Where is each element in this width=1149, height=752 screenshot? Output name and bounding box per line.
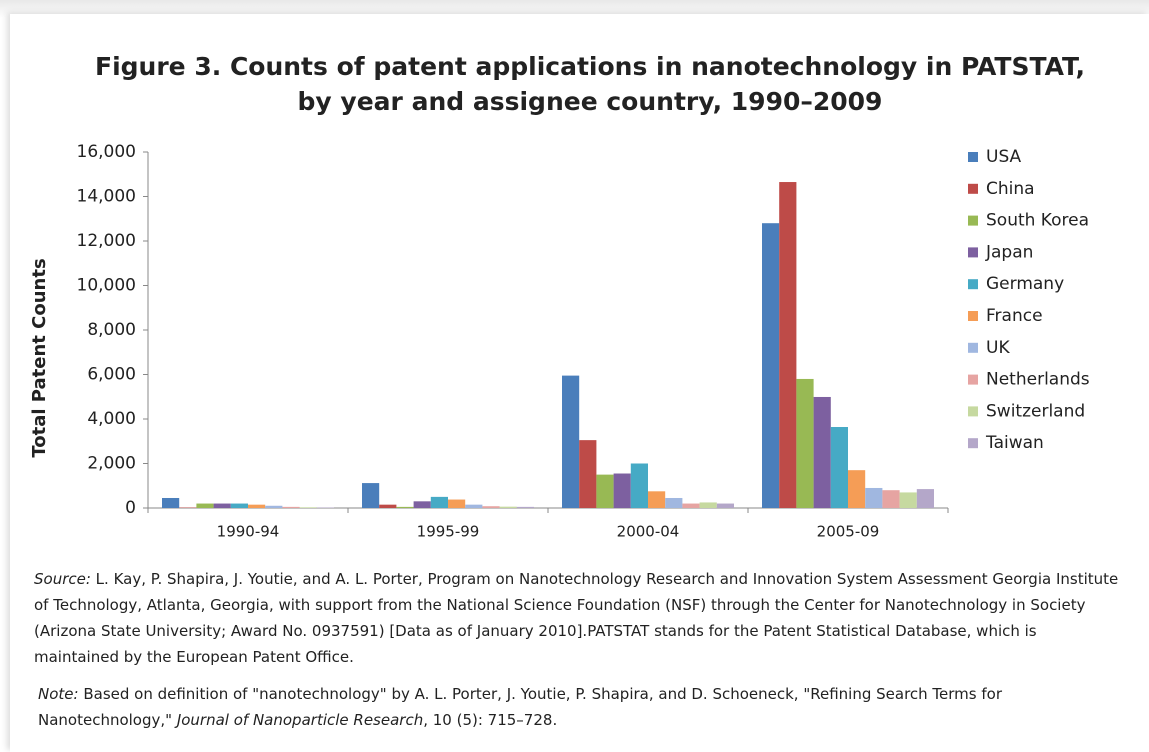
bar bbox=[516, 506, 534, 508]
x-tick-label: 1990-94 bbox=[217, 523, 280, 541]
source-text: L. Kay, P. Shapira, J. Youtie, and A. L.… bbox=[34, 570, 1119, 666]
note-journal: Journal of Nanoparticle Research bbox=[176, 711, 424, 729]
legend-swatch bbox=[968, 152, 978, 162]
bar bbox=[665, 497, 683, 508]
legend-label: Germany bbox=[986, 274, 1064, 294]
legend-label: Taiwan bbox=[985, 433, 1044, 453]
bar bbox=[830, 427, 848, 508]
legend-swatch bbox=[968, 311, 978, 321]
bar bbox=[162, 497, 180, 508]
note: Note: Based on definition of "nanotechno… bbox=[38, 681, 1128, 733]
y-tick-label: 2,000 bbox=[87, 454, 136, 474]
legend-label: Netherlands bbox=[986, 370, 1090, 390]
y-tick-label: 0 bbox=[125, 498, 136, 518]
x-tick-label: 2000-04 bbox=[617, 523, 680, 541]
legend-swatch bbox=[968, 247, 978, 258]
chart-subtitle: by year and assignee country, 1990–2009 bbox=[298, 87, 883, 116]
bar bbox=[396, 506, 414, 508]
y-tick-label: 6,000 bbox=[87, 365, 136, 385]
bar bbox=[716, 503, 734, 508]
bar bbox=[648, 491, 666, 508]
x-tick-label: 2005-09 bbox=[817, 523, 880, 541]
y-axis-label: Total Patent Counts bbox=[29, 258, 50, 457]
bar bbox=[796, 378, 814, 508]
bar bbox=[596, 474, 614, 508]
bar bbox=[630, 463, 648, 508]
bar bbox=[848, 470, 866, 508]
bar bbox=[248, 504, 266, 508]
note-text: Based on definition of "nanotechnology" … bbox=[38, 685, 1002, 729]
y-tick-label: 16,000 bbox=[77, 142, 136, 162]
legend-swatch bbox=[968, 215, 978, 226]
bar bbox=[916, 489, 934, 508]
source-note: Source: L. Kay, P. Shapira, J. Youtie, a… bbox=[34, 566, 1124, 670]
bar bbox=[882, 490, 900, 508]
bar bbox=[448, 499, 466, 508]
panel bbox=[10, 14, 1149, 752]
bar bbox=[465, 504, 483, 508]
bar bbox=[682, 503, 700, 508]
legend-swatch bbox=[968, 438, 978, 449]
note-citation: , 10 (5): 715–728. bbox=[423, 711, 558, 729]
legend-label: France bbox=[986, 306, 1043, 326]
source-label: Source: bbox=[34, 570, 91, 588]
bar bbox=[762, 223, 780, 508]
note-label: Note: bbox=[38, 685, 79, 703]
bar bbox=[899, 492, 917, 508]
legend-swatch bbox=[968, 342, 978, 353]
legend-swatch bbox=[968, 406, 978, 417]
bar bbox=[230, 503, 248, 508]
x-tick-label: 1995-99 bbox=[417, 523, 480, 541]
bar bbox=[196, 503, 214, 508]
chart-title: Figure 3. Counts of patent applications … bbox=[95, 52, 1085, 81]
bar bbox=[482, 506, 500, 508]
bar bbox=[865, 487, 883, 508]
bar bbox=[299, 507, 317, 508]
bar bbox=[213, 503, 231, 508]
legend-label: UK bbox=[986, 338, 1010, 358]
bar bbox=[699, 502, 717, 508]
y-tick-label: 8,000 bbox=[87, 320, 136, 340]
bar bbox=[430, 496, 448, 508]
legend-label: Japan bbox=[985, 242, 1033, 262]
y-tick-label: 14,000 bbox=[77, 187, 136, 207]
legend-label: China bbox=[986, 179, 1035, 199]
bar bbox=[499, 506, 517, 508]
legend-label: USA bbox=[986, 147, 1022, 167]
bar bbox=[379, 504, 397, 508]
bar bbox=[813, 396, 831, 508]
bar bbox=[579, 440, 597, 508]
bar bbox=[362, 483, 380, 508]
legend-swatch bbox=[968, 183, 978, 194]
bar bbox=[413, 501, 431, 508]
bar bbox=[282, 506, 300, 508]
y-tick-label: 12,000 bbox=[77, 231, 136, 251]
legend-label: South Korea bbox=[986, 211, 1089, 231]
bar bbox=[265, 505, 283, 508]
bar bbox=[779, 182, 797, 508]
legend-label: Switzerland bbox=[986, 401, 1085, 421]
chart: Figure 3. Counts of patent applications … bbox=[29, 52, 1090, 541]
legend-swatch bbox=[968, 374, 978, 385]
y-tick-label: 10,000 bbox=[77, 276, 136, 296]
bar bbox=[613, 473, 631, 508]
bar bbox=[562, 375, 580, 508]
legend-swatch bbox=[968, 279, 978, 290]
y-tick-label: 4,000 bbox=[87, 409, 136, 429]
